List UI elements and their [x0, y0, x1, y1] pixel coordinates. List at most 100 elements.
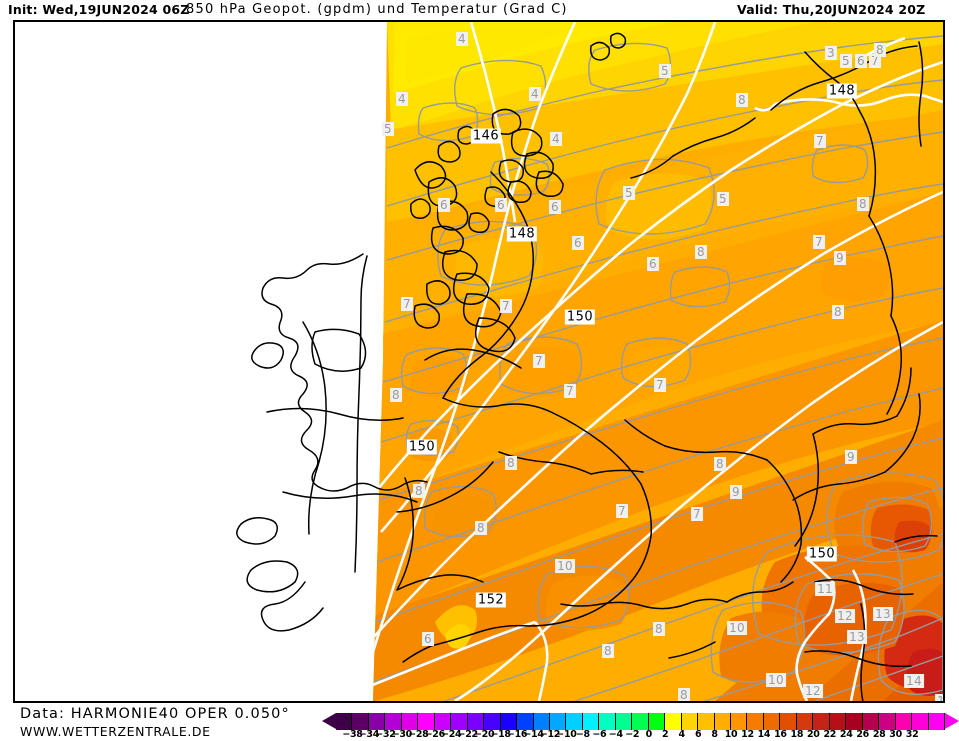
colorbar-swatch — [731, 713, 748, 730]
colorbar-swatch — [665, 713, 682, 730]
geopotential-contour-label: 148 — [506, 226, 538, 242]
temperature-contour-label: 7 — [533, 354, 545, 368]
colorbar-swatch — [368, 713, 386, 730]
temperature-contour-label: 13 — [873, 607, 893, 621]
temperature-contour-label: 8 — [832, 305, 844, 319]
temperature-contour-label: 8 — [602, 644, 614, 658]
geopotential-contour-label: 150 — [806, 546, 838, 562]
colorbar-tick: 8 — [711, 729, 718, 740]
colorbar-swatch — [434, 713, 452, 730]
temperature-contour-label: 10 — [555, 559, 575, 573]
temperature-colorbar[interactable]: −38 −34 −32 −30 −28 −26 −24 −22 −20 −18 −16 −14 −12−… — [322, 713, 959, 741]
valid-time-label: Valid: Thu,20JUN2024 20Z — [737, 2, 926, 17]
colorbar-swatch — [714, 713, 732, 730]
temperature-contour-label: 5 — [382, 122, 394, 136]
colorbar-arrow-high — [945, 713, 959, 729]
colorbar-tick: −10 — [556, 729, 577, 740]
colorbar-tick: 28 — [872, 729, 886, 740]
colorbar-tick: −24 — [441, 729, 462, 740]
colorbar-tick: −12 — [539, 729, 561, 740]
footer-credits: Data: HARMONIE40 OPER 0.050° WWW.WETTERZ… — [20, 706, 290, 739]
temperature-contour-label: 16 — [935, 694, 943, 701]
temperature-contour-label: 8 — [678, 688, 690, 701]
temperature-contour-label: 6 — [572, 236, 584, 250]
colorbar-tick: 2 — [662, 729, 669, 740]
colorbar-swatch — [763, 713, 781, 730]
temperature-contour-label: 7 — [814, 134, 826, 148]
colorbar-tick: 26 — [856, 729, 869, 740]
temperature-contour-label: 8 — [653, 622, 665, 636]
geopotential-contour-label: 150 — [564, 309, 596, 325]
temperature-contour-label: 6 — [438, 198, 450, 212]
colorbar-tick: −32 — [375, 729, 396, 740]
temperature-contour-label: 11 — [815, 582, 835, 596]
temperature-contour-label: 10 — [727, 621, 747, 635]
colorbar-tick: −22 — [457, 729, 479, 740]
temperature-contour-label: 8 — [505, 456, 517, 470]
website-label: WWW.WETTERZENTRALE.DE — [20, 724, 211, 739]
colorbar-tick: −34 — [358, 729, 380, 740]
colorbar-swatch — [862, 713, 880, 730]
colorbar-strip[interactable] — [336, 713, 945, 730]
temperature-contour-label: 7 — [691, 507, 703, 521]
temperature-contour-label: 7 — [813, 235, 825, 249]
colorbar-swatch — [500, 713, 518, 730]
colorbar-swatch — [336, 713, 353, 730]
colorbar-tick: 14 — [757, 729, 771, 740]
colorbar-swatch — [352, 713, 369, 730]
colorbar-swatch — [484, 713, 501, 730]
colorbar-tick: 10 — [724, 729, 738, 740]
temperature-contour-label: 9 — [730, 485, 742, 499]
colorbar-tick: −18 — [490, 729, 511, 740]
geopotential-contour-label: 148 — [826, 83, 858, 99]
colorbar-swatch — [582, 713, 600, 730]
temperature-contour-label: 6 — [495, 198, 507, 212]
colorbar-tick: 20 — [807, 729, 820, 740]
colorbar-tick: −26 — [424, 729, 446, 740]
colorbar-tick: −4 — [608, 729, 623, 740]
colorbar-tick: 30 — [889, 729, 902, 740]
temperature-contour-label: 4 — [529, 87, 541, 101]
colorbar-tick: −38 — [342, 729, 363, 740]
colorbar-swatch — [451, 713, 468, 730]
temperature-contour-label: 9 — [834, 251, 846, 265]
parameter-title: 850 hPa Geopot. (gpdm) und Temperatur (G… — [186, 2, 568, 17]
colorbar-swatch — [796, 713, 814, 730]
temperature-contour-label: 8 — [736, 93, 748, 107]
colorbar-swatch — [879, 713, 896, 730]
colorbar-swatch — [599, 713, 616, 730]
temperature-contour-label: 5 — [659, 64, 671, 78]
geopotential-contour-label: 152 — [475, 592, 507, 608]
colorbar-swatch — [681, 713, 699, 730]
colorbar-tick: 22 — [823, 729, 837, 740]
colorbar-tick: 6 — [694, 729, 702, 740]
geopotential-isolines — [373, 22, 943, 701]
temperature-contour-label: 6 — [422, 632, 434, 646]
temperature-contour-label: 8 — [475, 521, 487, 535]
colorbar-tick: −28 — [408, 729, 429, 740]
temperature-contour-label: 8 — [695, 245, 707, 259]
colorbar-swatch — [829, 713, 847, 730]
temperature-contour-label: 7 — [500, 299, 512, 313]
geopotential-contour-label: 146 — [470, 128, 502, 144]
temperature-contour-label: 10 — [766, 673, 786, 687]
colorbar-swatch — [698, 713, 715, 730]
temperature-contour-label: 6 — [549, 200, 561, 214]
colorbar-tick: 16 — [774, 729, 787, 740]
colorbar-swatch — [747, 713, 764, 730]
colorbar-tick: 24 — [839, 729, 853, 740]
colorbar-swatch — [566, 713, 583, 730]
temperature-contour-label: 4 — [396, 92, 408, 106]
temperature-contour-label: 12 — [835, 609, 855, 623]
colorbar-swatch — [780, 713, 797, 730]
colorbar-swatch — [549, 713, 567, 730]
colorbar-swatch — [401, 713, 419, 730]
temperature-contour-label: 4 — [456, 32, 468, 46]
colorbar-swatch — [418, 713, 435, 730]
colorbar-tick: 12 — [741, 729, 754, 740]
temperature-contour-label: 8 — [390, 388, 402, 402]
colorbar-tick: 32 — [905, 729, 919, 740]
temperature-contour-label: 7 — [564, 384, 576, 398]
